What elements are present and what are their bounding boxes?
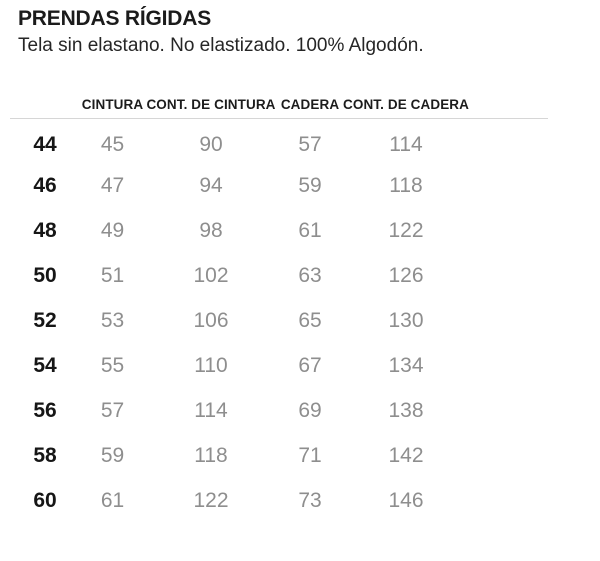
size-cell: 58 — [33, 443, 57, 467]
row-filler — [469, 433, 548, 478]
value-cell: 55 — [100, 353, 125, 377]
value-cell: 122 — [193, 488, 229, 512]
page-title: PRENDAS RÍGIDAS — [18, 7, 212, 30]
value-cell: 118 — [389, 173, 423, 197]
size-cell: 46 — [33, 173, 57, 197]
value-cell: 63 — [298, 263, 322, 287]
table-row: 60 61 122 73 146 — [10, 478, 548, 523]
size-cell: 48 — [33, 218, 57, 242]
table-row: 44 45 90 57 114 — [10, 118, 548, 163]
value-cell: 122 — [388, 218, 424, 242]
table-row: 46 47 94 59 118 — [10, 163, 548, 208]
value-cell: 57 — [298, 133, 322, 157]
size-cell: 52 — [33, 308, 57, 332]
table-row: 48 49 98 61 122 — [10, 208, 548, 253]
row-filler — [469, 253, 548, 298]
value-cell: 114 — [194, 398, 228, 422]
value-cell: 142 — [388, 443, 424, 467]
value-cell: 71 — [298, 443, 322, 467]
value-cell: 53 — [100, 308, 125, 332]
value-cell: 114 — [389, 133, 423, 157]
value-cell: 134 — [388, 353, 424, 377]
size-table-body: 44 45 90 57 114 46 47 94 59 118 48 49 98 61 122 50 51 102… — [10, 118, 548, 523]
row-filler — [469, 343, 548, 388]
value-cell: 57 — [100, 398, 125, 422]
column-header-size — [10, 96, 80, 119]
value-cell: 146 — [388, 488, 424, 512]
table-row: 54 55 110 67 134 — [10, 343, 548, 388]
value-cell: 51 — [100, 263, 125, 287]
value-cell: 106 — [193, 308, 229, 332]
value-cell: 47 — [100, 173, 125, 197]
value-cell: 90 — [199, 133, 223, 157]
size-table-header: CINTURA CONT. DE CINTURA CADERA CONT. DE… — [10, 96, 548, 119]
value-cell: 61 — [100, 488, 125, 512]
row-filler — [469, 298, 548, 343]
size-cell: 54 — [33, 353, 57, 377]
page-subtitle: Tela sin elastano. No elastizado. 100% A… — [18, 35, 424, 57]
value-cell: 45 — [100, 133, 125, 157]
size-cell: 60 — [33, 488, 57, 512]
value-cell: 126 — [388, 263, 424, 287]
value-cell: 110 — [194, 353, 228, 377]
table-row: 52 53 106 65 130 — [10, 298, 548, 343]
row-filler — [469, 163, 548, 208]
size-cell: 50 — [33, 263, 57, 287]
value-cell: 59 — [298, 173, 322, 197]
row-filler — [469, 208, 548, 253]
value-cell: 98 — [199, 218, 223, 242]
value-cell: 59 — [100, 443, 125, 467]
row-filler — [469, 478, 548, 523]
value-cell: 69 — [298, 398, 322, 422]
value-cell: 61 — [298, 218, 322, 242]
column-header-cont-de-cadera: CONT. DE CADERA — [343, 96, 469, 119]
row-filler — [469, 388, 548, 433]
size-guide-page: PRENDAS RÍGIDAS Tela sin elastano. No el… — [0, 7, 600, 561]
table-row: 58 59 118 71 142 — [10, 433, 548, 478]
column-header-cont-de-cintura: CONT. DE CINTURA — [145, 96, 277, 119]
size-table: CINTURA CONT. DE CINTURA CADERA CONT. DE… — [10, 96, 548, 524]
table-row: 50 51 102 63 126 — [10, 253, 548, 298]
size-cell: 44 — [33, 133, 57, 157]
value-cell: 94 — [199, 173, 223, 197]
column-header-cadera: CADERA — [277, 96, 343, 119]
header-filler — [469, 96, 548, 119]
value-cell: 138 — [388, 398, 424, 422]
value-cell: 118 — [194, 443, 228, 467]
value-cell: 67 — [298, 353, 322, 377]
size-cell: 56 — [33, 398, 57, 422]
row-filler — [469, 118, 548, 163]
value-cell: 130 — [388, 308, 424, 332]
column-header-cintura: CINTURA — [80, 96, 145, 119]
value-cell: 65 — [298, 308, 322, 332]
table-row: 56 57 114 69 138 — [10, 388, 548, 433]
header-row: CINTURA CONT. DE CINTURA CADERA CONT. DE… — [10, 96, 548, 119]
value-cell: 102 — [193, 263, 229, 287]
value-cell: 73 — [298, 488, 322, 512]
value-cell: 49 — [100, 218, 125, 242]
